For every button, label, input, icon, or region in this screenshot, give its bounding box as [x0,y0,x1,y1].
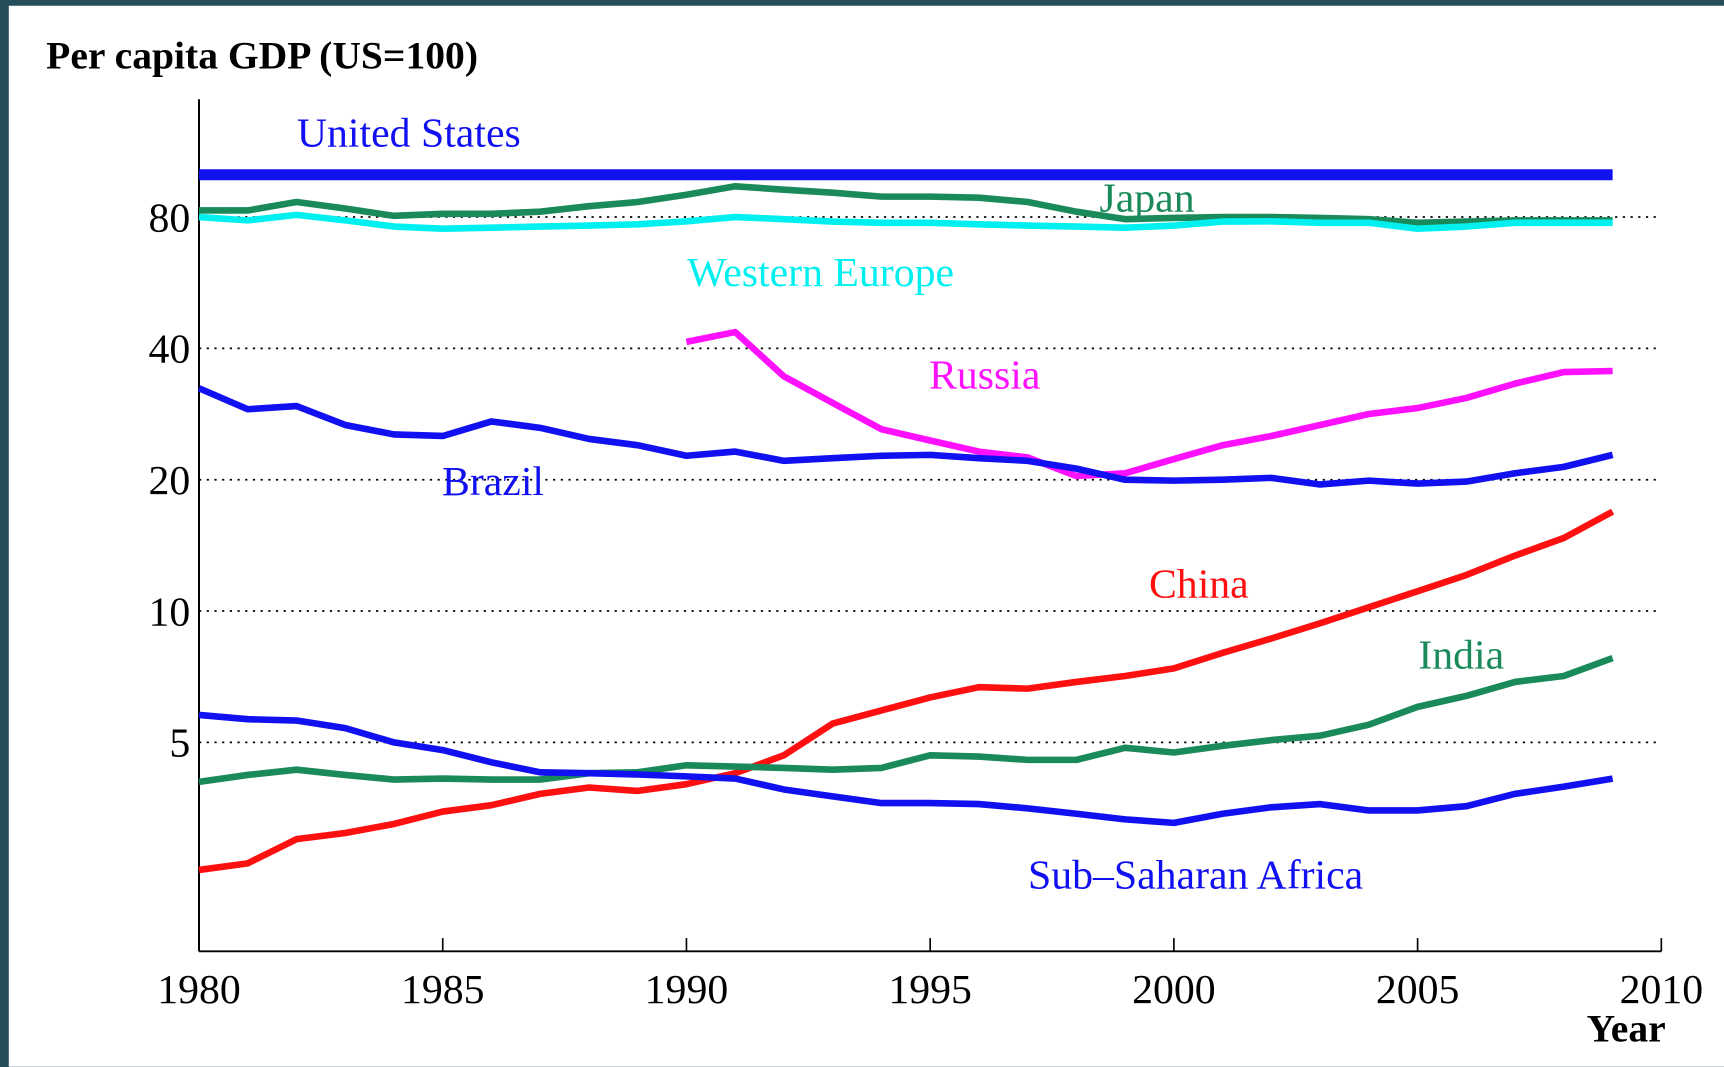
x-tick-label: 1990 [645,967,729,1013]
series-line [199,182,1613,227]
x-tick-label: 1995 [888,967,972,1013]
y-tick-label: 80 [148,195,190,241]
series-label: China [1149,561,1249,607]
series-label: United States [297,110,521,156]
x-tick-label: 1985 [401,967,485,1013]
x-axis-label: Year [1587,1006,1666,1050]
series-line [198,654,1614,786]
y-tick-label: 40 [148,327,190,373]
series-line [198,508,1615,874]
series-label: Brazil [442,459,544,505]
series-line [197,385,1614,488]
series-label: Japan [1099,175,1194,221]
series-label: Russia [929,352,1040,398]
series-line [198,711,1614,827]
x-tick-label: 2000 [1132,967,1216,1013]
x-tick-label: 1980 [157,967,241,1013]
panel [8,5,1724,1067]
series-label: Western Europe [687,250,954,296]
y-tick-label: 10 [148,589,190,635]
series-line [198,211,1613,233]
series-label: India [1418,633,1504,679]
chart-title: Per capita GDP (US=100) [46,33,478,77]
series-label: Sub–Saharan Africa [1028,853,1363,899]
x-tick-label: 2010 [1620,967,1704,1013]
y-tick-label: 5 [169,721,190,767]
series-line [685,328,1613,480]
y-tick-label: 20 [148,458,190,504]
x-tick-label: 2005 [1376,967,1460,1013]
